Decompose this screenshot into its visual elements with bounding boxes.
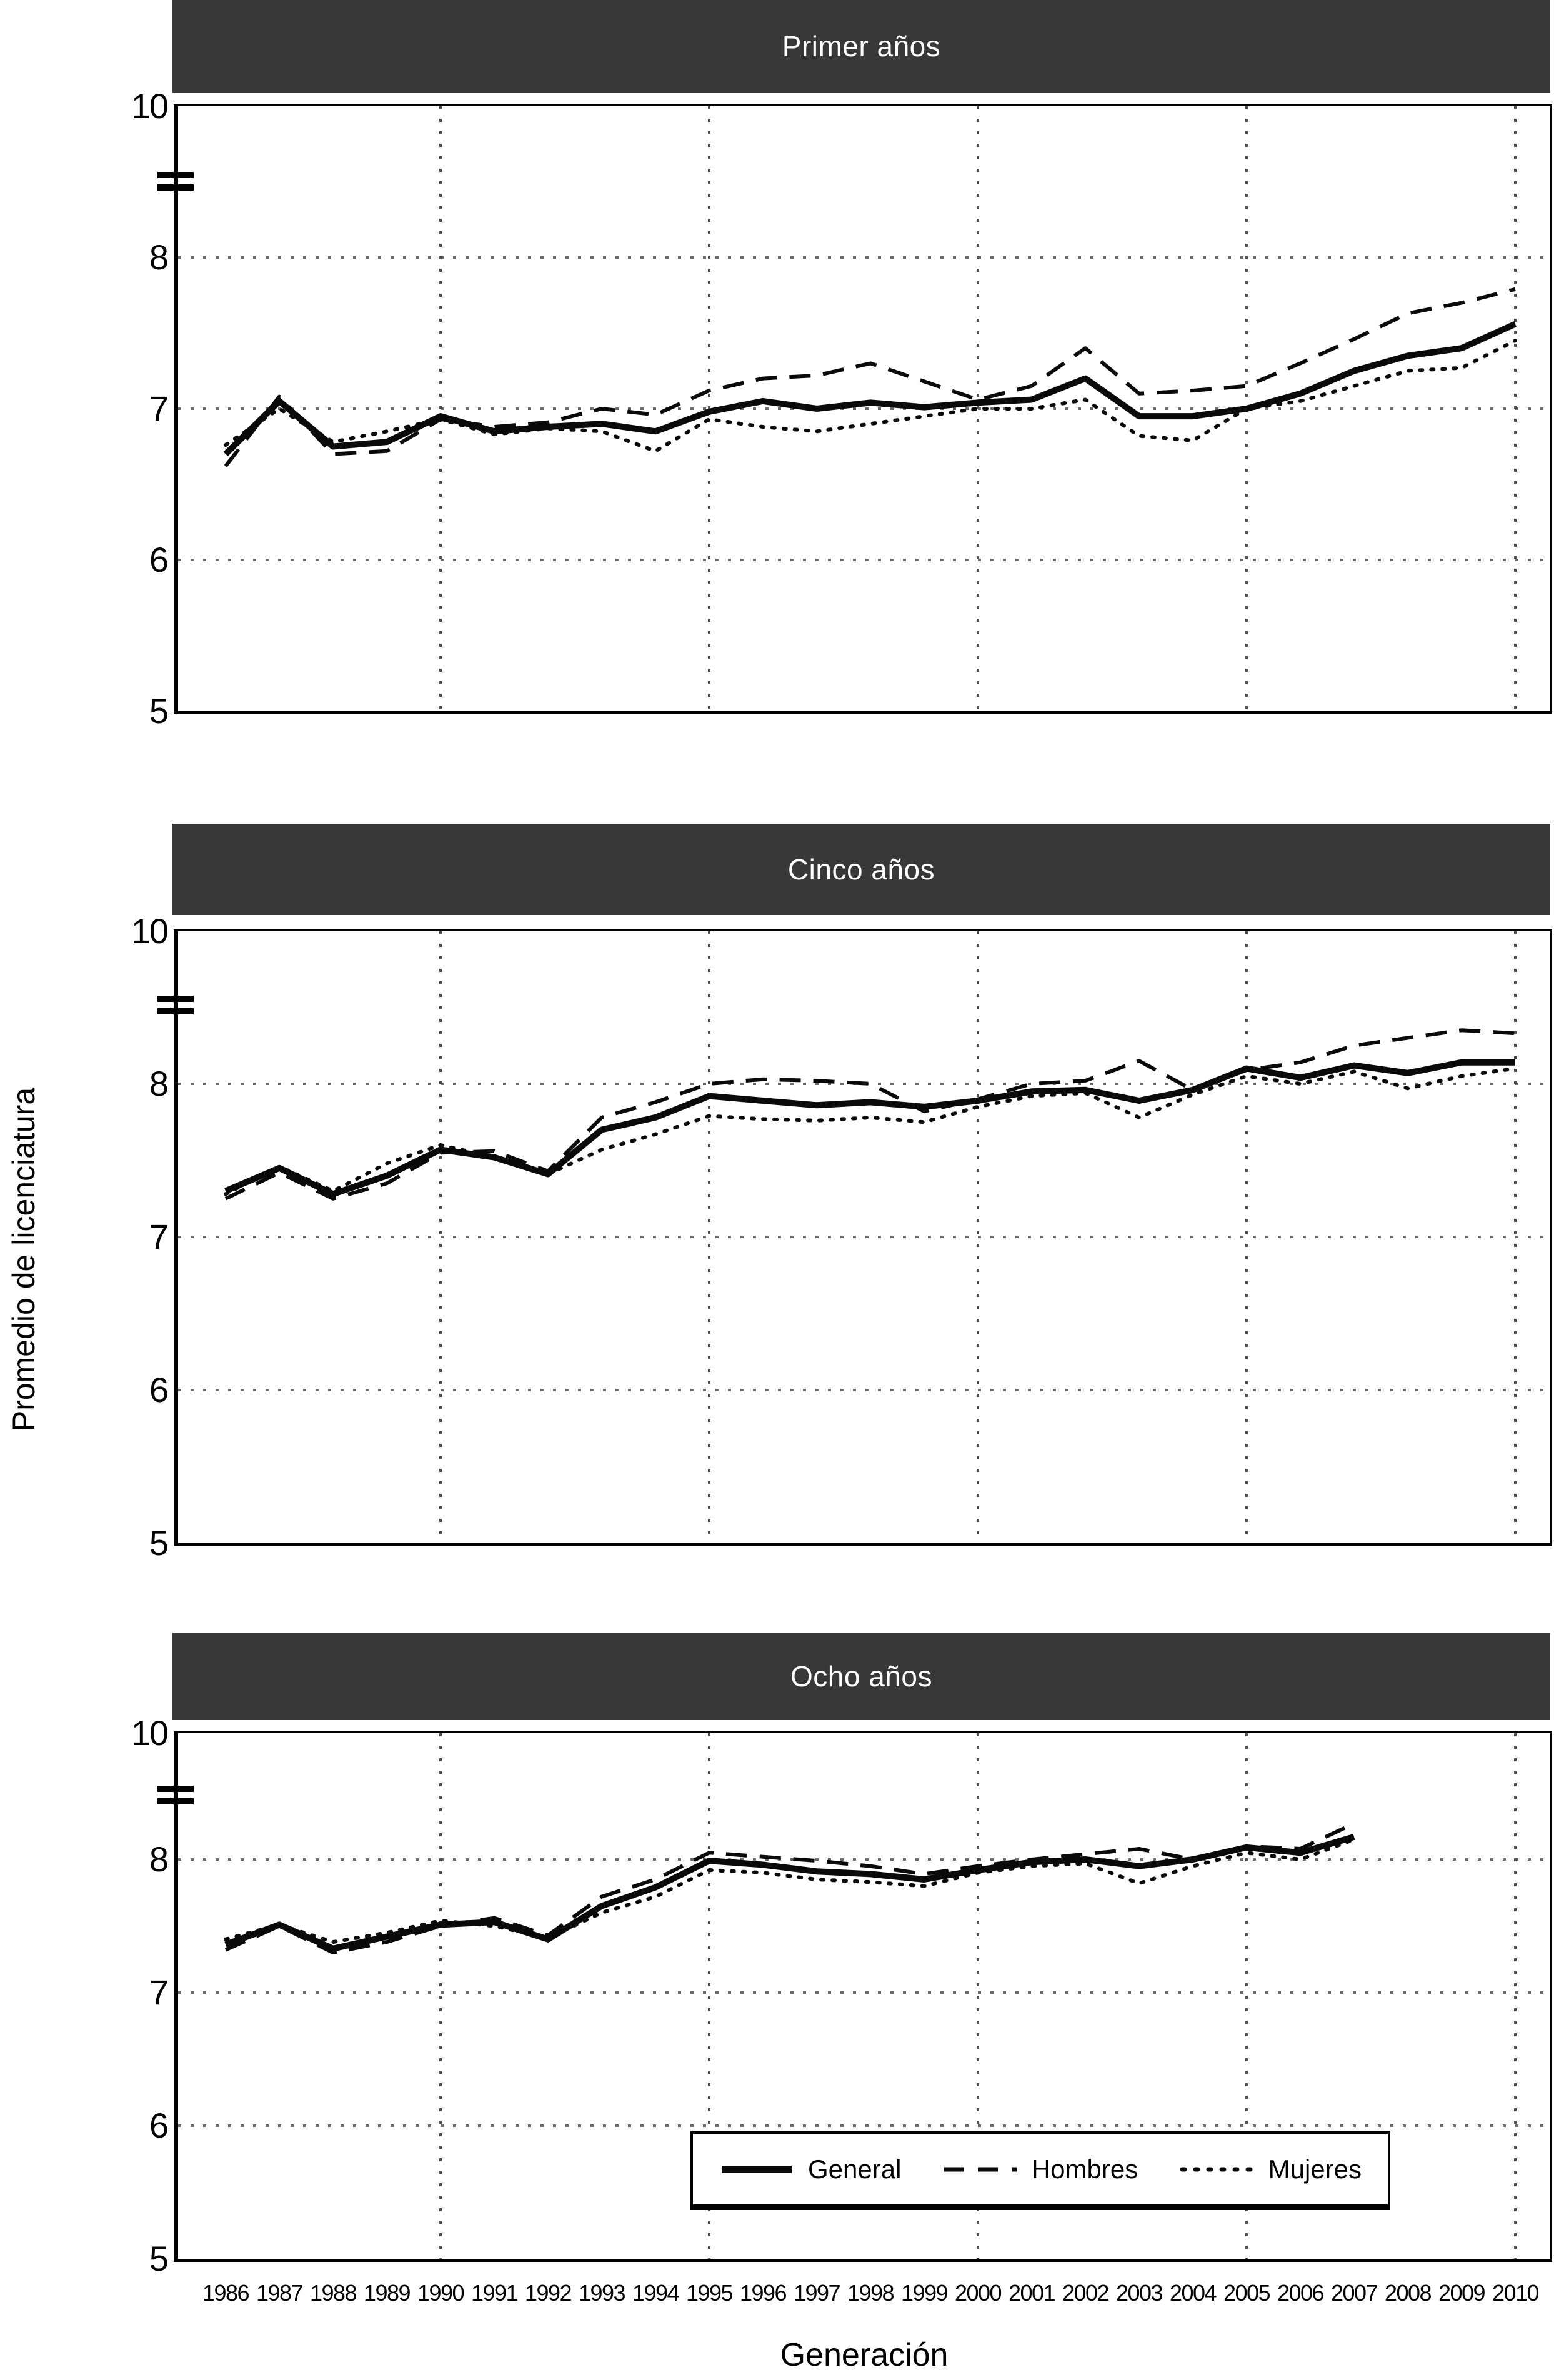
x-tick-label-1990: 1990	[417, 2280, 465, 2306]
y-tick-label-5: 5	[149, 1523, 169, 1562]
y-tick-label-6: 6	[149, 1370, 169, 1409]
chart1-lines-svg	[178, 106, 1550, 711]
y-tick-label-8: 8	[149, 1064, 169, 1103]
x-tick-label-2003: 2003	[1115, 2280, 1163, 2306]
legend-label-general: General	[808, 2154, 902, 2184]
y-axis-break-mark-lower	[157, 1008, 194, 1014]
y-axis-break-mark-lower	[157, 184, 194, 191]
y-axis-break-mark-upper	[157, 172, 194, 178]
x-tick-label-1995: 1995	[685, 2280, 734, 2306]
legend-dashed-line-sample	[944, 2167, 1017, 2171]
x-tick-label-2006: 2006	[1277, 2280, 1325, 2306]
x-tick-label-2010: 2010	[1492, 2280, 1540, 2306]
chart1-plot-area	[174, 104, 1552, 714]
legend-label-mujeres: Mujeres	[1268, 2154, 1362, 2184]
series-general	[224, 1834, 1355, 1952]
x-tick-label-2008: 2008	[1384, 2280, 1432, 2306]
y-tick-label-5: 5	[149, 691, 169, 731]
legend-item-general: General	[719, 2154, 901, 2184]
x-tick-label-1996: 1996	[739, 2280, 787, 2306]
x-tick-label-2001: 2001	[1008, 2280, 1056, 2306]
y-tick-label-7: 7	[149, 1972, 169, 2012]
y-tick-label-8: 8	[149, 1839, 169, 1879]
x-tick-label-1992: 1992	[524, 2280, 572, 2306]
y-tick-label-10: 10	[131, 911, 169, 951]
legend: General Hombres Mujeres	[690, 2131, 1390, 2210]
x-tick-label-2007: 2007	[1330, 2280, 1378, 2306]
chart2-lines-svg	[178, 931, 1550, 1543]
x-tick-label-1997: 1997	[793, 2280, 841, 2306]
x-tick-label-2009: 2009	[1438, 2280, 1486, 2306]
legend-label-hombres: Hombres	[1031, 2154, 1138, 2184]
x-tick-label-2005: 2005	[1223, 2280, 1271, 2306]
x-tick-label-1989: 1989	[363, 2280, 411, 2306]
x-tick-label-1986: 1986	[202, 2280, 250, 2306]
chart2-title: Cinco años	[787, 853, 935, 886]
chart3-title: Ocho años	[790, 1660, 932, 1692]
x-tick-label-1988: 1988	[309, 2280, 357, 2306]
x-tick-label-1994: 1994	[632, 2280, 680, 2306]
legend-dotted-line-sample	[1180, 2167, 1255, 2171]
y-axis-break-mark-lower	[157, 1798, 194, 1804]
series-hombres	[224, 1028, 1516, 1201]
y-tick-label-8: 8	[149, 238, 169, 277]
series-mujeres	[224, 1066, 1517, 1196]
legend-item-mujeres: Mujeres	[1180, 2154, 1362, 2184]
legend-solid-line-sample	[722, 2165, 792, 2173]
y-tick-label-6: 6	[149, 2106, 169, 2145]
chart1-title-bar: Primer años	[172, 0, 1550, 92]
x-tick-label-2002: 2002	[1062, 2280, 1110, 2306]
series-general	[224, 1059, 1515, 1198]
x-tick-label-1987: 1987	[256, 2280, 304, 2306]
legend-item-hombres: Hombres	[943, 2154, 1138, 2184]
x-tick-label-1998: 1998	[847, 2280, 895, 2306]
y-axis-break-mark-upper	[157, 1786, 194, 1792]
chart2-plot-area	[174, 929, 1552, 1546]
series-mujeres	[224, 339, 1517, 453]
x-tick-label-1991: 1991	[471, 2280, 519, 2306]
x-tick-label-1999: 1999	[900, 2280, 949, 2306]
series-hombres	[224, 287, 1516, 468]
y-axis-title: Promedio de licenciatura	[6, 1087, 41, 1432]
y-axis-break-mark-upper	[157, 996, 194, 1002]
x-tick-label-1993: 1993	[578, 2280, 626, 2306]
x-axis-title: Generación	[780, 2337, 949, 2373]
y-tick-label-6: 6	[149, 540, 169, 579]
x-tick-label-2004: 2004	[1169, 2280, 1217, 2306]
series-general	[223, 321, 1517, 457]
x-tick-label-2000: 2000	[954, 2280, 1002, 2306]
y-tick-label-7: 7	[149, 1217, 169, 1256]
y-tick-label-10: 10	[131, 1713, 169, 1752]
chart1-title: Primer años	[782, 30, 941, 62]
y-tick-label-7: 7	[149, 389, 169, 428]
chart3-title-bar: Ocho años	[172, 1632, 1550, 1720]
series-hombres	[224, 1821, 1355, 1955]
chart2-title-bar: Cinco años	[172, 824, 1550, 915]
y-tick-label-10: 10	[131, 86, 169, 126]
y-tick-label-5: 5	[149, 2239, 169, 2278]
series-mujeres	[224, 1838, 1356, 1944]
